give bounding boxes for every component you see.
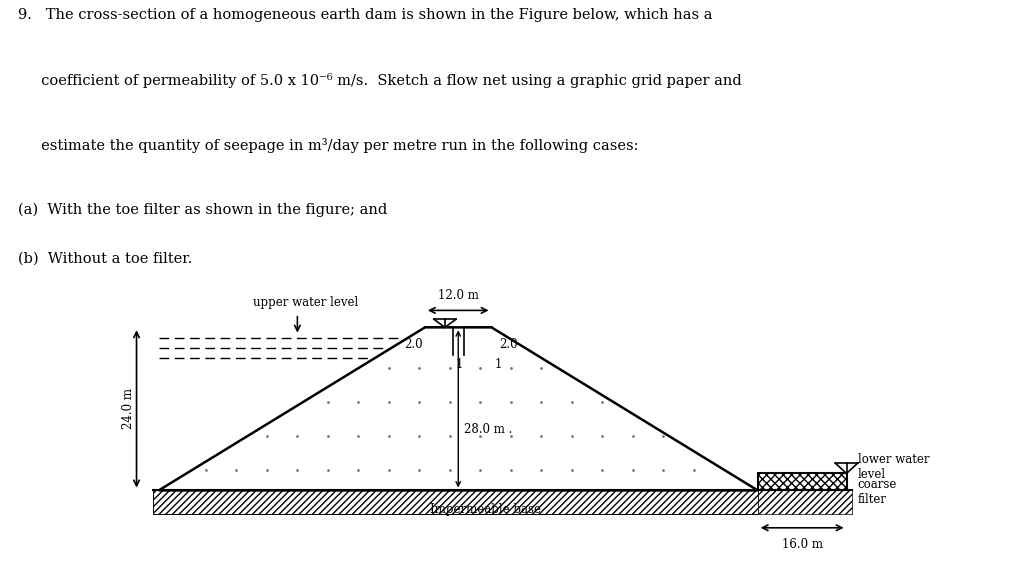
- Text: lower water
level: lower water level: [858, 453, 929, 481]
- Text: 2.0: 2.0: [499, 338, 517, 351]
- Text: estimate the quantity of seepage in m³/day per metre run in the following cases:: estimate the quantity of seepage in m³/d…: [18, 138, 639, 152]
- Text: Impermeable base: Impermeable base: [430, 503, 542, 515]
- Polygon shape: [758, 473, 847, 491]
- Text: 16.0 m: 16.0 m: [781, 538, 822, 551]
- Text: upper water level: upper water level: [253, 296, 358, 309]
- Polygon shape: [159, 327, 758, 491]
- Text: 1: 1: [495, 358, 502, 371]
- Text: coarse
filter: coarse filter: [858, 478, 897, 506]
- Text: (a)  With the toe filter as shown in the figure; and: (a) With the toe filter as shown in the …: [18, 202, 388, 217]
- Polygon shape: [154, 491, 758, 514]
- Text: 2.0: 2.0: [404, 338, 423, 351]
- Text: 28.0 m .: 28.0 m .: [464, 423, 512, 436]
- Text: coefficient of permeability of 5.0 x 10⁻⁶ m/s.  Sketch a flow net using a graphi: coefficient of permeability of 5.0 x 10⁻…: [18, 73, 742, 87]
- Text: (b)  Without a toe filter.: (b) Without a toe filter.: [18, 252, 193, 266]
- Text: 24.0 m: 24.0 m: [122, 389, 135, 429]
- Text: 12.0 m: 12.0 m: [438, 289, 478, 302]
- Text: 1: 1: [456, 358, 463, 371]
- Polygon shape: [758, 491, 852, 514]
- Text: 9.   The cross-section of a homogeneous earth dam is shown in the Figure below, : 9. The cross-section of a homogeneous ea…: [18, 8, 713, 22]
